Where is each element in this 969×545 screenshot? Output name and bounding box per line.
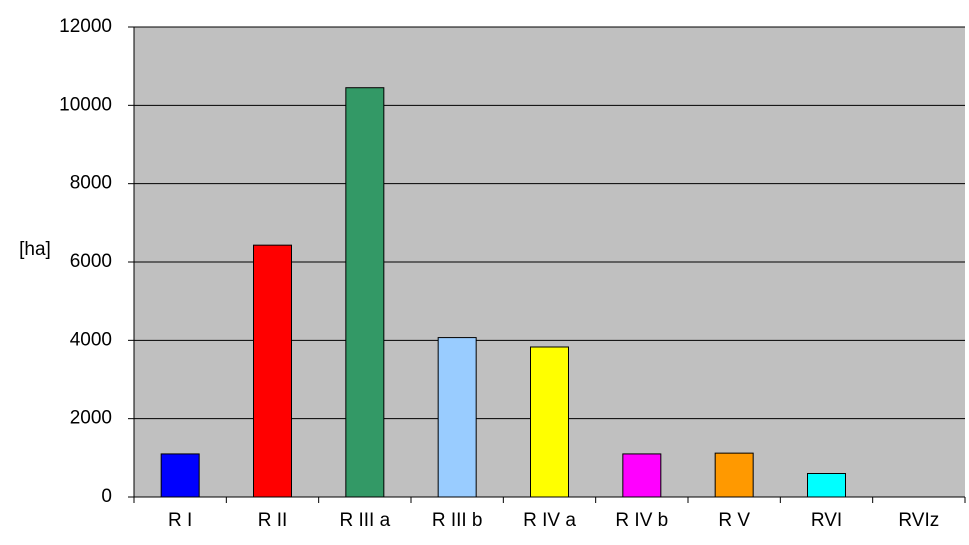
bar	[807, 473, 846, 498]
bar	[622, 453, 662, 498]
y-axis-label: [ha]	[19, 239, 51, 260]
y-tick-label: 8000	[70, 173, 112, 194]
y-tick-label: 10000	[59, 94, 112, 115]
bar	[437, 337, 477, 498]
y-tick-label: 12000	[59, 16, 112, 37]
x-tick-label: R III b	[432, 510, 483, 531]
y-tick-label: 6000	[70, 251, 112, 272]
bar	[714, 452, 754, 498]
y-tick-label: 4000	[70, 329, 112, 350]
bar	[530, 346, 569, 498]
x-tick-label: RVI	[811, 510, 842, 531]
x-tick-label: R II	[258, 510, 288, 531]
bar	[253, 244, 292, 498]
bar	[160, 453, 200, 498]
y-tick-label: 0	[101, 486, 112, 507]
x-tick-label: R I	[168, 510, 192, 531]
x-tick-label: R IV b	[615, 510, 668, 531]
bar	[345, 87, 385, 498]
x-tick-label: R V	[718, 510, 750, 531]
x-tick-label: R IV a	[523, 510, 576, 531]
x-tick-label: R III a	[339, 510, 390, 531]
y-tick-label: 2000	[70, 408, 112, 429]
x-tick-label: RVIz	[898, 510, 939, 531]
